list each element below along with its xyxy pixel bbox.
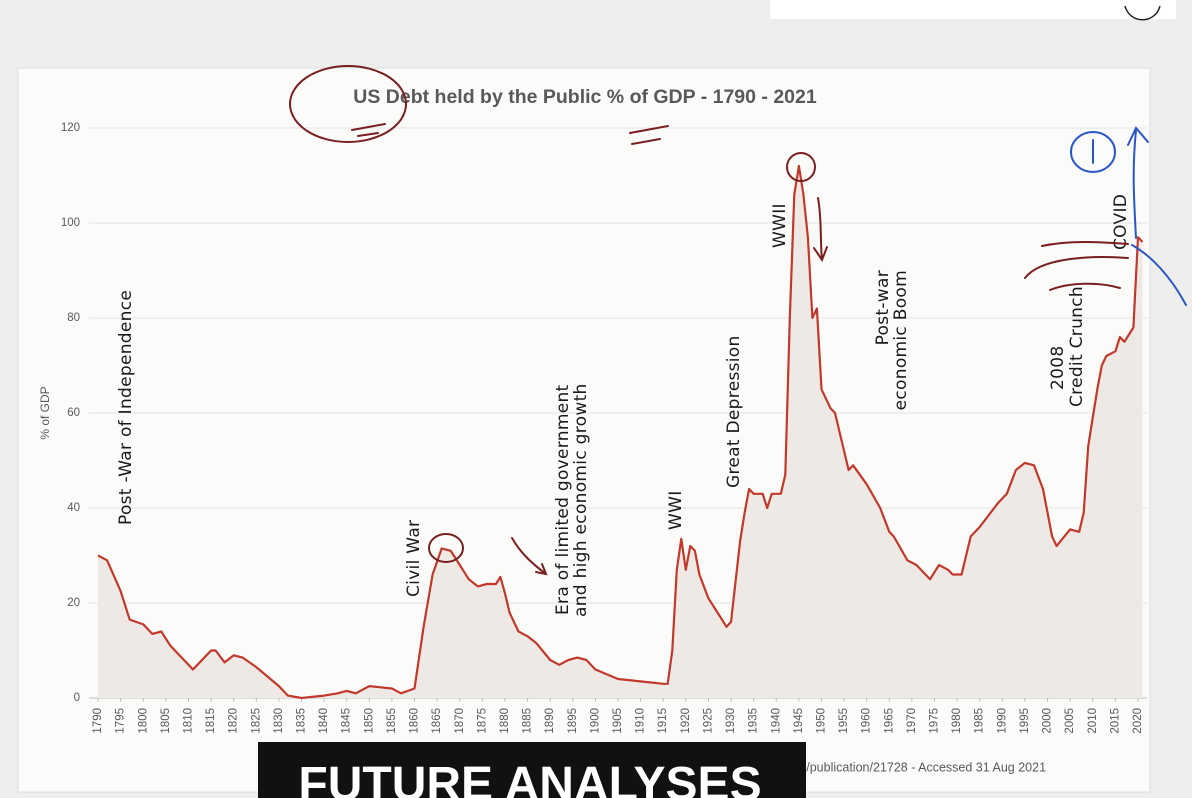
event-annotation: WWI (666, 490, 686, 530)
hand-arrow (813, 197, 828, 263)
banner-text: FUTURE ANALYSES (298, 758, 761, 798)
y-axis-label: % of GDP (38, 386, 52, 439)
x-tick-label: 1855 (386, 708, 398, 734)
x-tick-label: 1835 (296, 708, 308, 734)
x-tick-label: 1960 (861, 708, 873, 734)
hand-mark (1131, 244, 1187, 306)
x-tick-label: 1910 (635, 708, 647, 734)
event-annotation: COVID (1111, 194, 1131, 250)
hand-mark (629, 125, 669, 145)
x-tick-label: 1880 (499, 708, 511, 734)
event-annotation: and high economic growth (571, 383, 591, 617)
hand-mark (351, 123, 386, 137)
x-tick-label: 1860 (409, 708, 421, 734)
handwriting (289, 65, 1187, 576)
x-tick-label: 1870 (454, 708, 466, 734)
x-tick-label: 1965 (883, 708, 895, 734)
y-tick-label: 80 (67, 312, 80, 324)
y-tick-label: 0 (74, 692, 80, 704)
x-tick-label: 1885 (522, 708, 534, 734)
x-tick-label: 1800 (137, 708, 149, 734)
hand-circle (1070, 131, 1116, 173)
x-tick-label: 1950 (815, 708, 827, 734)
y-tick-label: 60 (67, 407, 80, 419)
x-tick-label: 1955 (838, 708, 850, 734)
y-tick-label: 100 (61, 217, 80, 229)
x-tick-label: 1900 (589, 708, 601, 734)
event-annotation: WWII (770, 203, 790, 248)
x-tick-label: 1795 (115, 708, 127, 734)
hand-lines (1024, 241, 1129, 291)
x-tick-label: 1850 (363, 708, 375, 734)
panel-icon (1124, 5, 1161, 21)
area-shade (98, 166, 1143, 698)
x-tick-label: 1985 (974, 708, 986, 734)
hand-arrow (511, 537, 548, 576)
x-tick-label: 1945 (793, 708, 805, 734)
x-tick-label: 1810 (183, 708, 195, 734)
x-tick-label: 2005 (1064, 708, 1076, 734)
event-annotation: Era of limited government (553, 384, 573, 615)
hand-arrow (1127, 126, 1149, 239)
y-tick-label: 20 (67, 597, 80, 609)
event-annotation: Post -War of Independence (116, 290, 136, 525)
chart-title: US Debt held by the Public % of GDP - 17… (353, 86, 817, 108)
event-annotation: Great Depression (724, 335, 744, 488)
y-tick-label: 120 (61, 122, 80, 134)
x-tick-label: 1825 (250, 708, 262, 734)
event-annotation: 2008 (1048, 346, 1068, 390)
x-tick-label: 1930 (725, 708, 737, 734)
x-tick-label: 1805 (160, 708, 172, 734)
hand-circle (428, 533, 464, 563)
x-tick-label: 2020 (1132, 708, 1144, 734)
event-annotation: Civil War (404, 520, 424, 597)
x-tick-label: 1940 (770, 708, 782, 734)
x-tick-label: 2015 (1109, 708, 1121, 734)
event-annotation: Credit Crunch (1067, 286, 1087, 407)
x-tick-label: 1790 (92, 708, 104, 734)
x-tick-label: 1845 (341, 708, 353, 734)
x-tick-label: 1995 (1019, 708, 1031, 734)
x-tick-label: 1820 (228, 708, 240, 734)
x-tick-label: 1970 (906, 708, 918, 734)
x-tick-label: 1840 (318, 708, 330, 734)
x-tick-label: 2000 (1042, 708, 1054, 734)
x-tick-label: 1905 (612, 708, 624, 734)
x-tick-label: 1915 (657, 708, 669, 734)
x-tick-label: 1875 (476, 708, 488, 734)
x-tick-label: 1890 (544, 708, 556, 734)
debt-line (97, 164, 1144, 700)
event-annotation: economic Boom (891, 270, 911, 410)
x-tick-label: 1925 (702, 708, 714, 734)
x-tick-label: 1975 (929, 708, 941, 734)
x-tick-label: 1935 (748, 708, 760, 734)
hand-circle (289, 65, 407, 143)
banner (258, 742, 806, 798)
y-tick-label: 40 (67, 502, 80, 514)
x-tick-label: 1990 (996, 708, 1008, 734)
x-tick-label: 1815 (205, 708, 217, 734)
event-annotation: Post-war (873, 270, 893, 345)
top-panel (770, 0, 1176, 19)
hand-circle (786, 152, 816, 182)
x-tick-label: 1980 (951, 708, 963, 734)
x-tick-label: 1865 (431, 708, 443, 734)
x-tick-label: 2010 (1087, 708, 1099, 734)
plot-area: 0 20 40 60 80 100 120 1790 1795 1800 1805 1810 1815 1… (61, 122, 1147, 734)
source-note: v/publication/21728 - Accessed 31 Aug 20… (800, 760, 1046, 774)
x-tick-label: 1920 (680, 708, 692, 734)
x-tick-label: 1895 (567, 708, 579, 734)
x-tick-label: 1830 (273, 708, 285, 734)
